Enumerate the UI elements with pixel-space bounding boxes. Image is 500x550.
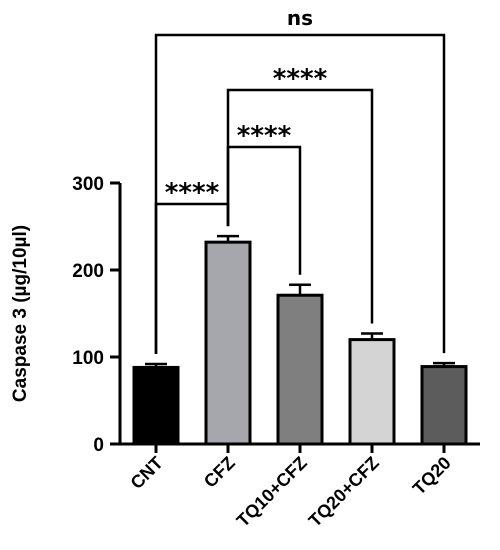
y-tick-label: 0: [93, 435, 104, 456]
y-tick-label: 100: [72, 348, 104, 369]
significance-bracket: [226, 88, 374, 324]
significance-brackets: **** **** **** ns: [154, 6, 446, 354]
bar: [132, 365, 180, 446]
bars: [132, 234, 468, 446]
bar: [204, 240, 252, 446]
bar: [276, 293, 324, 446]
x-tick-label: CNT: [127, 453, 167, 493]
x-tick-label: TQ20: [409, 453, 455, 499]
x-tick-label: CFZ: [200, 453, 239, 492]
x-tick-label: TQ20+CFZ: [305, 453, 383, 531]
y-axis-label: Caspase 3 (µg/10µl): [10, 225, 31, 402]
significance-label: ****: [165, 178, 220, 208]
significance-label: ****: [237, 121, 292, 151]
significance-label: ns: [287, 6, 313, 30]
significance-label: ****: [273, 64, 328, 94]
bar: [420, 365, 468, 446]
y-tick-label: 200: [72, 261, 104, 282]
bar: [348, 338, 396, 446]
significance-bracket: [154, 33, 446, 354]
x-tick-label: TQ10+CFZ: [233, 453, 311, 531]
y-tick-label: 300: [72, 174, 104, 195]
